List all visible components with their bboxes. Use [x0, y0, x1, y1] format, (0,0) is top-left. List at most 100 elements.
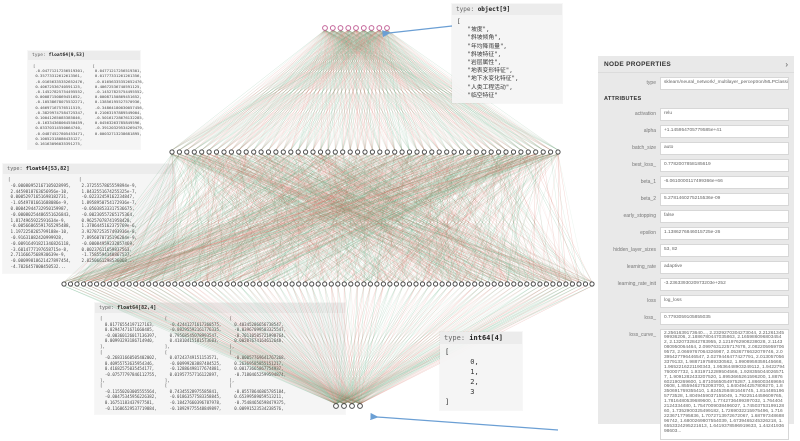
hidden-layer-2-node[interactable]	[283, 281, 289, 287]
hidden-layer-2-node[interactable]	[211, 281, 217, 287]
attribute-value-field[interactable]: -3.2363393020973203e+252	[660, 278, 789, 291]
hidden-layer-2-node[interactable]	[380, 281, 386, 287]
hidden-layer-1-node[interactable]	[414, 149, 420, 155]
hidden-layer-1-node[interactable]	[265, 149, 272, 155]
hidden-layer-1-node[interactable]	[206, 149, 212, 155]
hidden-layer-1-node[interactable]	[228, 149, 234, 155]
input-layer-node[interactable]	[345, 25, 352, 31]
hidden-layer-2-node[interactable]	[165, 281, 171, 287]
hidden-layer-1-node[interactable]	[555, 149, 561, 155]
hidden-layer-2-node[interactable]	[419, 281, 426, 287]
input-layer-node[interactable]	[353, 25, 359, 31]
hidden-layer-2-node[interactable]	[250, 281, 256, 287]
hidden-layer-2-node[interactable]	[191, 281, 197, 287]
attribute-value-field[interactable]: 0.7782007858185619	[660, 159, 789, 172]
hidden-layer-2-node[interactable]	[426, 281, 432, 287]
hidden-layer-2-node[interactable]	[230, 281, 237, 287]
hidden-layer-2-node[interactable]	[393, 281, 399, 287]
attribute-value-field[interactable]: 0.7793059105855035	[660, 312, 789, 325]
output-layer-node[interactable]	[349, 403, 355, 409]
hidden-layer-2-node[interactable]	[341, 281, 347, 287]
attribute-value-field[interactable]: auto	[660, 142, 789, 155]
hidden-layer-2-node[interactable]	[263, 281, 269, 287]
hidden-layer-1-node[interactable]	[169, 149, 175, 155]
hidden-layer-1-node[interactable]	[429, 149, 435, 155]
hidden-layer-1-node[interactable]	[406, 149, 413, 155]
hidden-layer-1-node[interactable]	[355, 149, 361, 155]
hidden-layer-1-node[interactable]	[221, 149, 227, 155]
hidden-layer-1-node[interactable]	[421, 149, 427, 155]
input-layer-node[interactable]	[337, 25, 344, 31]
hidden-layer-2-node[interactable]	[511, 281, 517, 287]
hidden-layer-1-node[interactable]	[451, 149, 457, 155]
hidden-layer-2-node[interactable]	[556, 281, 563, 287]
hidden-layer-2-node[interactable]	[459, 281, 465, 287]
hidden-layer-2-node[interactable]	[217, 281, 223, 287]
attribute-value-field[interactable]: -6.0610000117499366e+66	[660, 176, 789, 189]
hidden-layer-2-node[interactable]	[452, 281, 458, 287]
hidden-layer-1-node[interactable]	[258, 149, 264, 155]
hidden-layer-2-node[interactable]	[81, 281, 87, 287]
hidden-layer-1-node[interactable]	[184, 149, 190, 155]
hidden-layer-2-node[interactable]	[387, 281, 393, 287]
hidden-layer-2-node[interactable]	[433, 281, 439, 287]
hidden-layer-2-node[interactable]	[146, 281, 152, 287]
hidden-layer-1-node[interactable]	[384, 149, 390, 155]
hidden-layer-2-node[interactable]	[113, 281, 119, 287]
hidden-layer-1-node[interactable]	[303, 149, 309, 155]
input-layer-node[interactable]	[322, 25, 328, 31]
hidden-layer-2-node[interactable]	[185, 281, 191, 287]
input-layer-node[interactable]	[384, 25, 390, 31]
hidden-layer-2-node[interactable]	[524, 281, 530, 287]
hidden-layer-2-node[interactable]	[439, 281, 445, 287]
hidden-layer-1-node[interactable]	[317, 149, 324, 155]
hidden-layer-2-node[interactable]	[126, 281, 132, 287]
output-layer-node[interactable]	[357, 403, 363, 409]
hidden-layer-2-node[interactable]	[94, 281, 100, 287]
hidden-layer-2-node[interactable]	[589, 281, 595, 287]
hidden-layer-1-node[interactable]	[332, 149, 338, 155]
hidden-layer-1-node[interactable]	[377, 149, 383, 155]
hidden-layer-1-node[interactable]	[243, 149, 249, 155]
hidden-layer-2-node[interactable]	[243, 281, 250, 287]
attribute-value-field[interactable]: relu	[660, 108, 789, 121]
hidden-layer-2-node[interactable]	[472, 281, 478, 287]
hidden-layer-2-node[interactable]	[530, 281, 536, 287]
hidden-layer-1-node[interactable]	[251, 149, 257, 155]
hidden-layer-2-node[interactable]	[270, 281, 276, 287]
hidden-layer-1-node[interactable]	[496, 149, 502, 155]
hidden-layer-1-node[interactable]	[436, 149, 442, 155]
hidden-layer-2-node[interactable]	[563, 281, 569, 287]
attribute-value-field[interactable]: adaptive	[660, 261, 789, 274]
hidden-layer-1-node[interactable]	[466, 149, 472, 155]
hidden-layer-2-node[interactable]	[289, 281, 295, 287]
hidden-layer-2-node[interactable]	[576, 281, 582, 287]
type-value-field[interactable]: sklearn/neural_network/_multilayer_perce…	[660, 77, 789, 90]
input-layer-node[interactable]	[368, 25, 375, 31]
hidden-layer-2-node[interactable]	[257, 281, 263, 287]
hidden-layer-2-node[interactable]	[543, 281, 550, 287]
hidden-layer-2-node[interactable]	[315, 281, 321, 287]
hidden-layer-1-node[interactable]	[362, 149, 368, 155]
hidden-layer-1-node[interactable]	[510, 149, 517, 155]
hidden-layer-2-node[interactable]	[328, 281, 334, 287]
hidden-layer-2-node[interactable]	[504, 281, 510, 287]
attribute-value-field[interactable]: 53, 82	[660, 244, 789, 257]
hidden-layer-2-node[interactable]	[361, 281, 367, 287]
hidden-layer-1-node[interactable]	[488, 149, 494, 155]
hidden-layer-2-node[interactable]	[374, 281, 380, 287]
hidden-layer-2-node[interactable]	[204, 281, 210, 287]
hidden-layer-1-node[interactable]	[340, 149, 346, 155]
hidden-layer-2-node[interactable]	[569, 281, 576, 287]
hidden-layer-2-node[interactable]	[237, 281, 243, 287]
hidden-layer-2-node[interactable]	[406, 281, 413, 287]
hidden-layer-1-node[interactable]	[273, 149, 279, 155]
hidden-layer-2-node[interactable]	[61, 281, 67, 287]
hidden-layer-2-node[interactable]	[485, 281, 491, 287]
hidden-layer-1-node[interactable]	[503, 149, 509, 155]
hidden-layer-2-node[interactable]	[152, 281, 158, 287]
hidden-layer-2-node[interactable]	[446, 281, 452, 287]
hidden-layer-2-node[interactable]	[296, 281, 302, 287]
hidden-layer-2-node[interactable]	[335, 281, 341, 287]
hidden-layer-2-node[interactable]	[87, 281, 93, 287]
